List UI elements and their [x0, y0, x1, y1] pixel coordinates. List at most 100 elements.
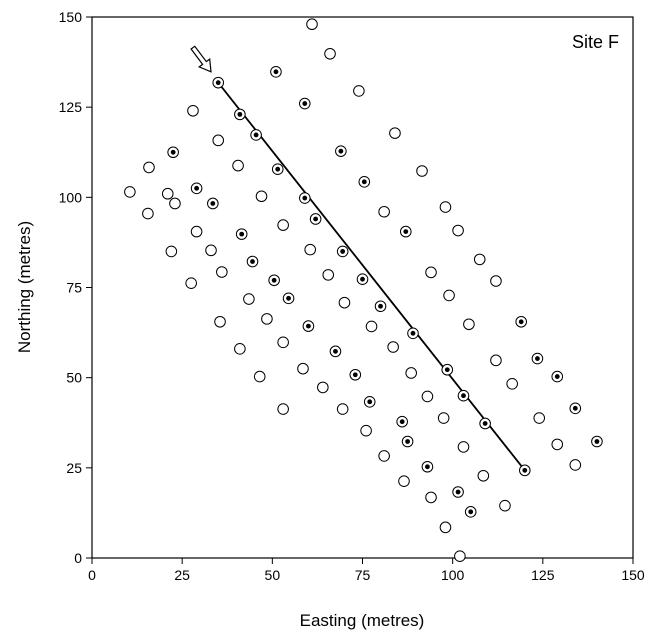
- y-axis-ticks: 0 25 50 75 100 125 150: [59, 9, 92, 566]
- point-center-dot: [253, 132, 259, 138]
- open-circle-point: [425, 266, 437, 279]
- open-circle-point: [551, 438, 564, 451]
- x-tick-label: 150: [621, 567, 645, 583]
- point-center-dot: [340, 249, 346, 254]
- point-center-dot: [554, 374, 560, 379]
- point-center-dot: [237, 111, 243, 117]
- point-center-dot: [361, 179, 367, 185]
- open-circle-point: [205, 244, 217, 257]
- open-circle-point: [243, 293, 255, 305]
- point-center-dot: [194, 185, 199, 191]
- y-tick-label: 0: [74, 550, 82, 566]
- x-tick-label: 0: [88, 567, 96, 583]
- point-center-dot: [239, 231, 245, 237]
- open-circle-point: [499, 499, 511, 512]
- open-circle-point: [569, 459, 582, 471]
- open-circle-point: [322, 269, 335, 281]
- point-center-dot: [286, 295, 291, 301]
- point-center-dot: [275, 166, 281, 172]
- open-circle-point: [506, 377, 518, 390]
- open-circle-point: [255, 190, 268, 203]
- open-circle-point: [306, 18, 318, 31]
- point-center-dot: [338, 148, 344, 154]
- point-center-dot: [367, 399, 373, 405]
- open-circle-point: [234, 343, 246, 355]
- point-center-dot: [302, 101, 308, 106]
- open-circle-point: [490, 275, 502, 287]
- y-tick-label: 50: [66, 370, 82, 386]
- open-circle-point: [317, 381, 329, 394]
- open-circle-point: [398, 475, 410, 487]
- open-circle-point: [477, 469, 490, 482]
- point-center-dot: [210, 201, 216, 206]
- open-circle-point: [353, 85, 365, 97]
- point-center-dot: [535, 356, 540, 361]
- open-circle-point: [533, 412, 546, 424]
- point-center-dot: [333, 348, 338, 354]
- point-center-dot: [306, 323, 311, 329]
- open-circle-point: [387, 341, 399, 353]
- point-center-dot: [250, 259, 255, 264]
- data-marks: [124, 18, 603, 562]
- open-circle-point: [142, 207, 154, 220]
- point-center-dot: [302, 195, 308, 201]
- y-tick-label: 100: [59, 189, 83, 205]
- point-center-dot: [170, 149, 176, 155]
- open-circle-point: [277, 219, 289, 231]
- open-circle-point: [443, 289, 455, 302]
- open-circle-point: [490, 354, 502, 367]
- point-center-dot: [399, 419, 405, 425]
- point-center-dot: [425, 464, 430, 470]
- open-circle-point: [452, 224, 464, 237]
- x-tick-label: 100: [441, 567, 465, 583]
- open-circle-point: [425, 491, 437, 504]
- open-circle-point: [378, 205, 390, 218]
- y-axis-title: Northing (metres): [15, 221, 34, 353]
- x-tick-label: 50: [265, 567, 281, 583]
- point-center-dot: [378, 303, 383, 309]
- open-circle-point: [304, 243, 317, 256]
- point-center-dot: [403, 229, 409, 234]
- open-circle-point: [190, 225, 203, 238]
- open-circle-point: [421, 390, 434, 403]
- open-circle-point: [185, 277, 197, 289]
- open-circle-point: [232, 159, 244, 172]
- open-circle-point: [143, 161, 155, 174]
- x-axis-ticks: 0 25 50 75 100 125 150: [88, 558, 645, 583]
- open-circle-point: [454, 550, 466, 562]
- x-axis-title: Easting (metres): [300, 611, 425, 630]
- point-center-dot: [594, 439, 600, 444]
- y-tick-label: 75: [66, 280, 82, 296]
- point-center-dot: [482, 421, 488, 426]
- point-center-dot: [572, 405, 578, 411]
- open-circle-point: [378, 450, 390, 462]
- point-center-dot: [360, 276, 365, 282]
- open-circle-point: [437, 412, 450, 424]
- point-center-dot: [444, 367, 450, 373]
- open-circle-point: [338, 296, 351, 309]
- open-circle-point: [336, 403, 349, 415]
- open-circle-point: [463, 318, 475, 331]
- open-circle-point: [124, 186, 136, 198]
- transect-line: [217, 82, 526, 471]
- open-circle-point: [457, 441, 470, 453]
- panel-label: Site F: [572, 32, 619, 52]
- point-center-dot: [468, 509, 474, 515]
- point-center-dot: [461, 393, 466, 399]
- point-center-dot: [405, 439, 410, 444]
- open-circle-point: [416, 165, 428, 177]
- y-tick-label: 150: [59, 9, 83, 25]
- point-center-dot: [313, 216, 319, 222]
- open-circle-point: [165, 245, 178, 258]
- open-circle-point: [405, 367, 417, 379]
- open-circle-point: [324, 47, 336, 60]
- point-center-dot: [271, 277, 277, 283]
- open-circle-point: [277, 336, 289, 349]
- point-center-dot: [522, 467, 528, 473]
- x-tick-label: 125: [531, 567, 555, 583]
- point-center-dot: [273, 69, 279, 75]
- open-circle-point: [187, 104, 199, 117]
- x-tick-label: 25: [174, 567, 190, 583]
- open-circle-point: [277, 403, 289, 415]
